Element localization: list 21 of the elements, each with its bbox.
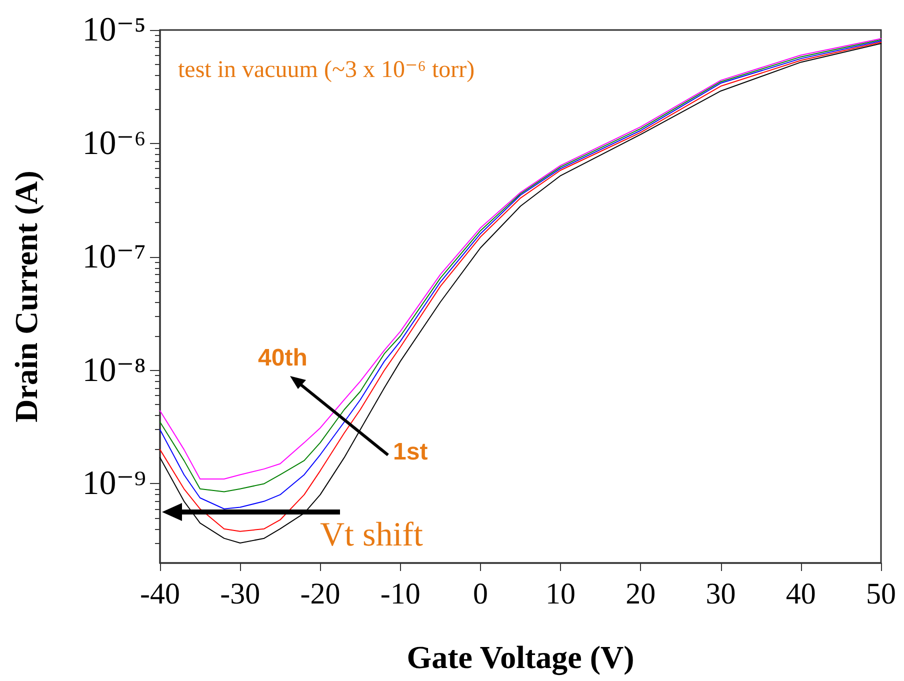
annotation: Vt shift — [320, 516, 424, 554]
y-tick-label: 10⁻⁷ — [82, 238, 146, 276]
annotation: test in vacuum (~3 x 10⁻⁶ torr) — [178, 57, 475, 83]
y-tick-label: 10⁻⁶ — [82, 124, 146, 162]
y-tick-label: 10⁻⁸ — [82, 352, 146, 389]
x-tick-label: 30 — [706, 578, 736, 610]
annotation: 1st — [393, 438, 428, 466]
x-tick-label: -10 — [380, 578, 420, 610]
x-tick-label: -20 — [300, 578, 340, 610]
x-tick-label: 10 — [546, 578, 576, 610]
x-tick-label: 0 — [472, 578, 488, 610]
x-tick-label: 20 — [626, 578, 656, 610]
x-tick-label: 40 — [786, 578, 816, 610]
x-axis-title: Gate Voltage (V) — [406, 639, 634, 676]
y-tick-label: 10⁻⁹ — [82, 465, 146, 502]
x-tick-label: -30 — [220, 578, 260, 610]
y-tick-label: 10⁻⁵ — [82, 12, 146, 48]
annotation: 40th — [258, 344, 308, 372]
y-axis-title: Drain Current (A) — [8, 170, 44, 422]
x-tick-label: -40 — [140, 578, 180, 610]
x-tick-label: 50 — [866, 578, 896, 610]
